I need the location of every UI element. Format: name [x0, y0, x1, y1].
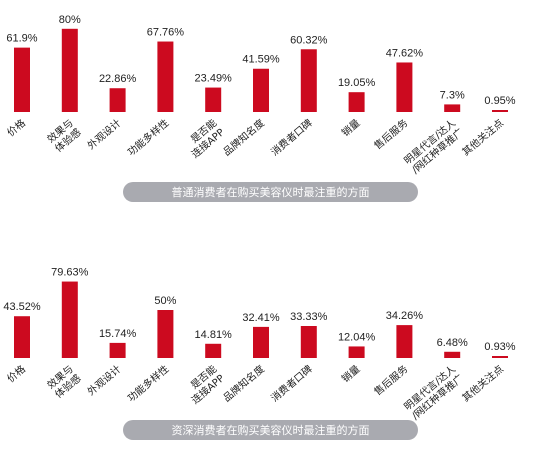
tick-label: 效果与体验感 — [44, 362, 83, 400]
bar — [109, 342, 126, 358]
bar — [157, 41, 174, 112]
data-label: 32.41% — [242, 312, 280, 324]
data-label: 41.59% — [242, 54, 280, 66]
tick-label: 销量 — [339, 362, 363, 385]
bar — [300, 326, 317, 358]
data-label: 50% — [154, 295, 176, 307]
bar — [492, 110, 508, 112]
tick-label: 价格 — [4, 362, 28, 385]
data-label: 60.32% — [290, 34, 328, 46]
bar — [492, 356, 508, 358]
tick-label: 消费者口碑 — [268, 362, 315, 404]
tick-label: 明星代言/达人/网红种草推广 — [401, 116, 466, 176]
data-label: 15.74% — [99, 328, 137, 340]
chart-title-pill — [123, 182, 418, 202]
bar — [396, 62, 413, 112]
tick-label: 销量 — [339, 116, 363, 139]
data-label: 6.48% — [437, 337, 468, 349]
tick-label: 功能多样性 — [125, 116, 172, 158]
data-label: 0.95% — [484, 95, 515, 107]
tick-label: 价格 — [4, 116, 28, 139]
bar — [14, 47, 30, 112]
bar — [61, 28, 78, 112]
tick-label: 品牌知名度 — [220, 362, 267, 404]
data-label: 34.26% — [386, 310, 424, 322]
bar — [300, 49, 317, 112]
bar — [444, 104, 461, 112]
data-label: 23.49% — [195, 73, 233, 85]
bar — [253, 68, 269, 112]
data-label: 61.9% — [6, 33, 37, 45]
bar — [205, 343, 222, 358]
tick-label: 其他关注点 — [459, 362, 506, 404]
data-label: 7.3% — [440, 89, 465, 101]
chart-title: 普通消费者在购买美容仪时最注重的方面 — [172, 185, 370, 199]
tick-label: 消费者口碑 — [268, 116, 315, 158]
data-label: 22.86% — [99, 73, 137, 85]
bar — [61, 281, 78, 358]
data-label: 47.62% — [386, 47, 424, 59]
data-label: 79.63% — [51, 267, 89, 279]
bar — [396, 325, 413, 358]
tick-label: 外观设计 — [85, 362, 124, 398]
data-label: 0.93% — [484, 341, 515, 353]
bar — [109, 88, 126, 112]
tick-label: 品牌知名度 — [220, 116, 267, 158]
tick-label: 是否能连接APP — [181, 116, 227, 160]
chart-title: 资深消费者在购买美容仪时最注重的方面 — [172, 423, 370, 437]
tick-label: 外观设计 — [85, 116, 124, 152]
bar — [348, 92, 365, 112]
data-label: 19.05% — [338, 77, 376, 89]
tick-label: 售后服务 — [371, 116, 410, 152]
tick-label: 效果与体验感 — [44, 116, 83, 154]
data-label: 67.76% — [147, 27, 185, 39]
tick-label: 其他关注点 — [459, 116, 506, 158]
tick-label: 明星代言/达人/网红种草推广 — [401, 362, 466, 422]
bar — [14, 316, 30, 358]
data-label: 12.04% — [338, 331, 376, 343]
data-label: 33.33% — [290, 311, 328, 323]
tick-label: 是否能连接APP — [181, 362, 227, 406]
chart-bottom: 43.52% 价格 79.63% 效果与体验感 15.74% 外观设计 50% 功能多样性 14… — [3, 267, 516, 440]
tick-label: 功能多样性 — [125, 362, 172, 404]
tick-label: 售后服务 — [371, 362, 410, 398]
bar — [253, 326, 269, 358]
bar — [205, 87, 222, 112]
chart-title-pill — [123, 420, 418, 440]
data-label: 43.52% — [3, 301, 41, 313]
data-label: 80% — [59, 14, 81, 26]
bar — [444, 351, 461, 358]
bar — [157, 310, 174, 358]
chart-top: 61.9% 价格 80% 效果与体验感 22.86% 外观设计 67.76% 功能多样性 23.… — [4, 14, 516, 202]
bar — [348, 346, 365, 358]
data-label: 14.81% — [195, 329, 233, 341]
